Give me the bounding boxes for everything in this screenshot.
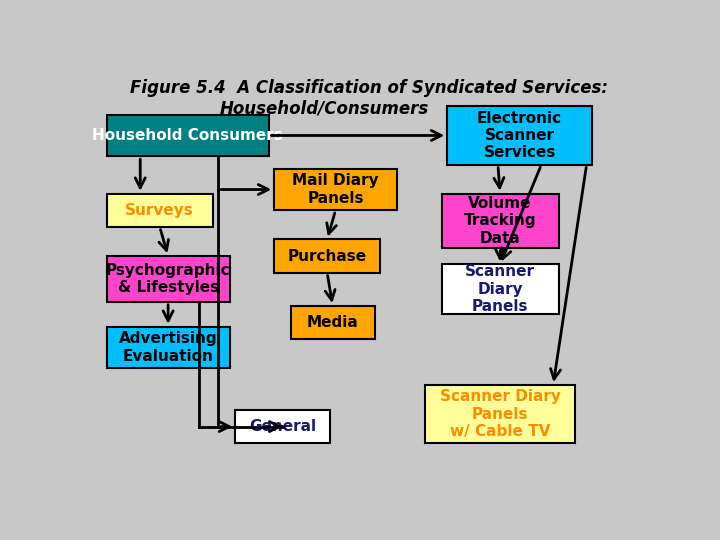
FancyBboxPatch shape xyxy=(107,327,230,368)
Text: Advertising
Evaluation: Advertising Evaluation xyxy=(119,332,217,364)
Text: Figure 5.4  A Classification of Syndicated Services:: Figure 5.4 A Classification of Syndicate… xyxy=(130,79,608,97)
Text: Surveys: Surveys xyxy=(125,203,194,218)
FancyBboxPatch shape xyxy=(235,410,330,443)
FancyBboxPatch shape xyxy=(441,265,559,314)
Text: Electronic
Scanner
Services: Electronic Scanner Services xyxy=(477,111,562,160)
Text: Scanner
Diary
Panels: Scanner Diary Panels xyxy=(465,265,535,314)
FancyBboxPatch shape xyxy=(107,114,269,156)
Text: Psychographic
& Lifestyles: Psychographic & Lifestyles xyxy=(106,263,230,295)
FancyBboxPatch shape xyxy=(441,194,559,248)
Text: Household Consumers: Household Consumers xyxy=(92,128,283,143)
Text: Mail Diary
Panels: Mail Diary Panels xyxy=(292,173,379,206)
FancyBboxPatch shape xyxy=(107,256,230,302)
FancyBboxPatch shape xyxy=(291,306,374,339)
Text: Household/Consumers: Household/Consumers xyxy=(220,99,429,118)
FancyBboxPatch shape xyxy=(107,194,213,227)
FancyBboxPatch shape xyxy=(274,168,397,210)
Text: General: General xyxy=(249,419,316,434)
Text: Media: Media xyxy=(307,315,359,330)
FancyBboxPatch shape xyxy=(425,385,575,443)
FancyBboxPatch shape xyxy=(274,239,380,273)
Text: Volume
Tracking
Data: Volume Tracking Data xyxy=(464,196,536,246)
Text: Scanner Diary
Panels
w/ Cable TV: Scanner Diary Panels w/ Cable TV xyxy=(440,389,561,439)
Text: Purchase: Purchase xyxy=(287,248,366,264)
FancyBboxPatch shape xyxy=(447,106,593,165)
